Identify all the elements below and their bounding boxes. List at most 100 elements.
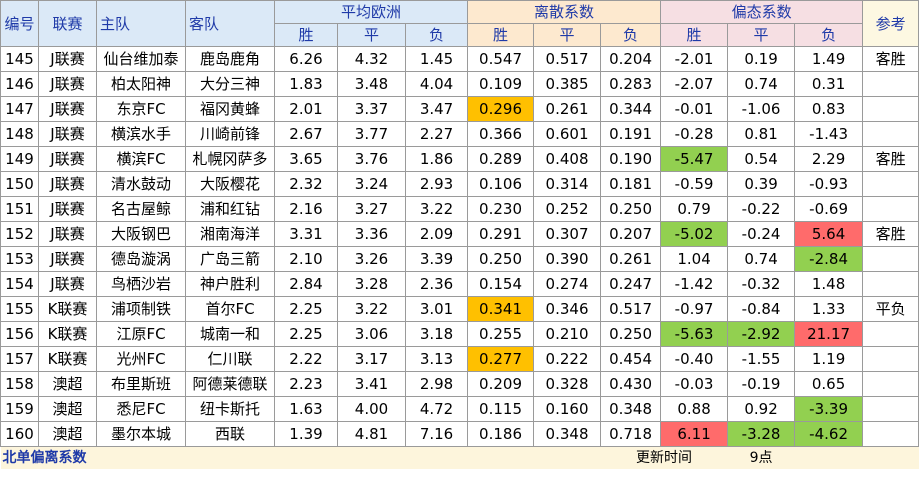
euro-win-cell: 3.31 [274,221,338,247]
disp-group-header: 离散系数 [467,0,662,24]
disp-lose-cell: 0.191 [600,121,662,147]
euro-win-cell: 2.10 [274,246,338,272]
disp-win-cell: 0.209 [467,371,535,397]
euro-draw-cell: 3.77 [337,121,406,147]
disp-draw-cell: 0.601 [533,121,602,147]
row-league-cell: 澳超 [38,396,97,422]
euro-lose-cell: 7.16 [404,421,469,447]
disp-win-cell: 0.366 [467,121,535,147]
euro-win-cell: 1.39 [274,421,338,447]
euro-lose-cell: 2.93 [404,171,469,197]
table-row: 148 J联赛 横滨水手 川崎前锋 2.67 3.77 2.27 0.366 0.601 0.19… [0,121,920,147]
euro-draw-cell: 3.06 [337,321,406,347]
euro-win-cell: 6.26 [274,46,338,72]
table-row: 155 K联赛 浦项制铁 首尔FC 2.25 3.22 3.01 0.341 0.346 0.51… [0,296,920,322]
euro-win-cell: 2.84 [274,271,338,297]
row-ref-cell [862,96,920,122]
euro-win-cell: 2.32 [274,171,338,197]
disp-win-cell: 0.109 [467,71,535,97]
euro-draw-cell: 4.81 [337,421,406,447]
row-away-team-cell: 鹿岛鹿角 [185,46,275,72]
euro-draw-cell: 3.28 [337,271,406,297]
row-ref-cell [862,346,920,372]
disp-win-cell: 0.296 [467,96,535,122]
bias-win-cell: -5.63 [660,321,729,347]
disp-win-cell: 0.547 [467,46,535,72]
disp-lose-cell: 0.454 [600,346,662,372]
row-away-team-cell: 福冈黄蜂 [185,96,275,122]
table-row: 157 K联赛 光州FC 仁川联 2.22 3.17 3.13 0.277 0.222 0.454… [0,346,920,372]
table-row: 145 J联赛 仙台维加泰 鹿岛鹿角 6.26 4.32 1.45 0.547 0.517 0.2… [0,46,920,72]
row-league-cell: J联赛 [38,171,97,197]
disp-win-cell: 0.115 [467,396,535,422]
euro-lose-header: 负 [404,23,469,47]
disp-lose-cell: 0.181 [600,171,662,197]
disp-draw-cell: 0.390 [533,246,602,272]
bias-draw-cell: -3.28 [727,421,796,447]
col-away-header: 客队 [185,0,275,47]
col-home-header: 主队 [96,0,186,47]
disp-lose-cell: 0.204 [600,46,662,72]
bias-win-cell: -0.03 [660,371,729,397]
disp-draw-cell: 0.517 [533,46,602,72]
bias-lose-cell: 21.17 [794,321,864,347]
row-id-cell: 159 [0,396,39,422]
row-ref-cell [862,421,920,447]
row-league-cell: J联赛 [38,246,97,272]
euro-win-cell: 2.01 [274,96,338,122]
row-league-cell: J联赛 [38,71,97,97]
bias-group-header: 偏态系数 [660,0,864,24]
row-away-team-cell: 阿德莱德联 [185,371,275,397]
row-home-team-cell: 德岛漩涡 [96,246,186,272]
row-ref-cell [862,71,920,97]
bias-lose-cell: 0.31 [794,71,864,97]
row-ref-cell [862,396,920,422]
disp-lose-header: 负 [600,23,662,47]
row-league-cell: J联赛 [38,271,97,297]
row-id-cell: 155 [0,296,39,322]
disp-draw-header: 平 [533,23,602,47]
row-league-cell: J联赛 [38,146,97,172]
row-league-cell: J联赛 [38,46,97,72]
disp-lose-cell: 0.247 [600,271,662,297]
row-ref-cell [862,121,920,147]
row-ref-cell [862,171,920,197]
disp-draw-cell: 0.210 [533,321,602,347]
bias-draw-cell: 0.39 [727,171,796,197]
row-away-team-cell: 札幌冈萨多 [185,146,275,172]
update-time-value: 9点 [727,446,795,469]
bias-draw-cell: 0.92 [727,396,796,422]
bias-draw-cell: -0.19 [727,371,796,397]
disp-win-cell: 0.289 [467,146,535,172]
row-id-cell: 158 [0,371,39,397]
row-away-team-cell: 川崎前锋 [185,121,275,147]
euro-win-cell: 1.83 [274,71,338,97]
bias-win-cell: 0.88 [660,396,729,422]
row-home-team-cell: 柏太阳神 [96,71,186,97]
table-row: 158 澳超 布里斯班 阿德莱德联 2.23 3.41 2.98 0.209 0.328 0.43… [0,371,920,397]
euro-lose-cell: 2.27 [404,121,469,147]
disp-draw-cell: 0.385 [533,71,602,97]
table-row: 156 K联赛 江原FC 城南一和 2.25 3.06 3.18 0.255 0.210 0.25… [0,321,920,347]
row-id-cell: 152 [0,221,39,247]
row-league-cell: J联赛 [38,121,97,147]
euro-win-cell: 2.16 [274,196,338,222]
col-id-header: 编号 [0,0,39,47]
bias-win-cell: 0.79 [660,196,729,222]
euro-lose-cell: 2.36 [404,271,469,297]
bias-win-cell: -2.07 [660,71,729,97]
disp-draw-cell: 0.222 [533,346,602,372]
row-home-team-cell: 光州FC [96,346,186,372]
row-id-cell: 160 [0,421,39,447]
disp-draw-cell: 0.261 [533,96,602,122]
header-row-groups: 编号 联赛 主队 客队 平均欧洲 离散系数 偏态系数 参考 [0,0,920,47]
euro-lose-cell: 3.18 [404,321,469,347]
euro-draw-cell: 3.37 [337,96,406,122]
row-ref-cell [862,371,920,397]
bias-lose-cell: 5.64 [794,221,864,247]
table-row: 150 J联赛 清水鼓动 大阪樱花 2.32 3.24 2.93 0.106 0.314 0.18… [0,171,920,197]
euro-draw-cell: 3.27 [337,196,406,222]
row-home-team-cell: 清水鼓动 [96,171,186,197]
table-row: 147 J联赛 东京FC 福冈黄蜂 2.01 3.37 3.47 0.296 0.261 0.34… [0,96,920,122]
euro-lose-cell: 3.22 [404,196,469,222]
